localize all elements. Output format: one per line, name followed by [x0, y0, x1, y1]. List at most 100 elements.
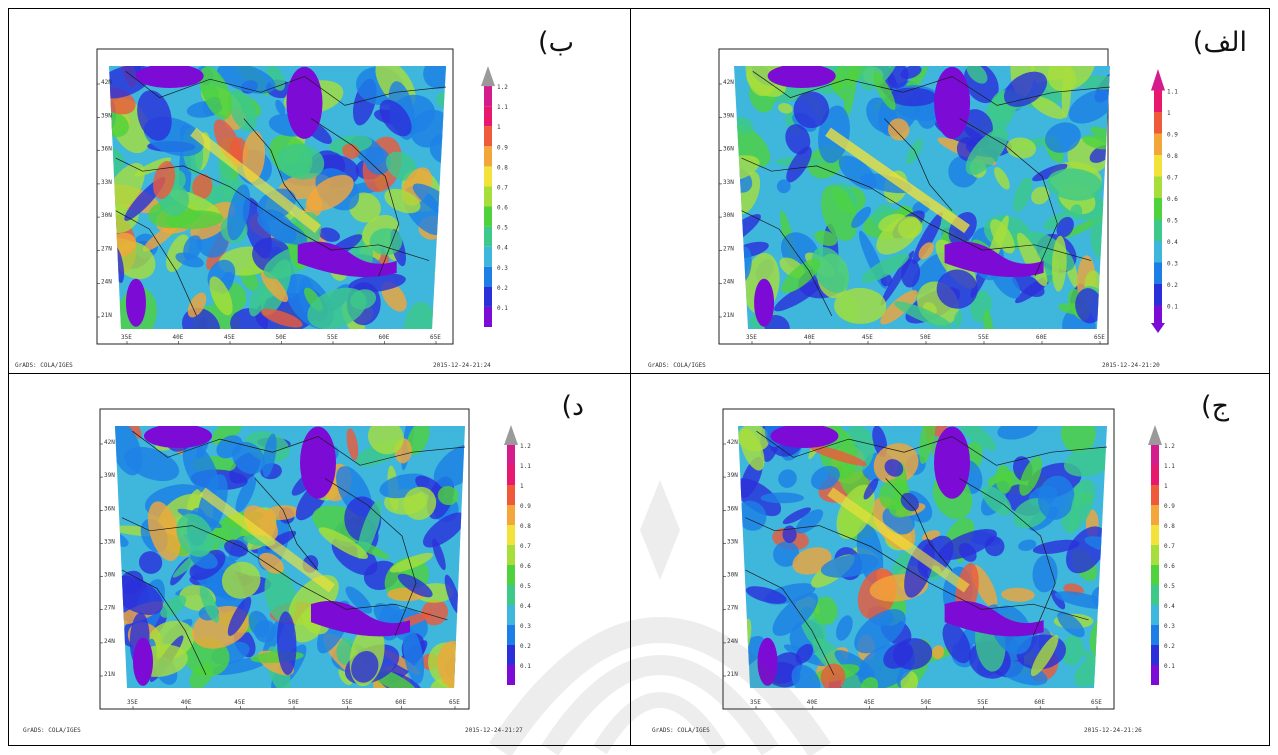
lat-tick-label: 24N — [723, 279, 734, 286]
field-patch — [931, 645, 945, 660]
field-patch — [906, 138, 923, 165]
field-patch — [860, 66, 900, 91]
field-patch — [1051, 590, 1066, 610]
field-patch — [1054, 591, 1107, 610]
lon-tick-label: 65E — [430, 334, 441, 341]
gulf-field — [311, 600, 410, 637]
timestamp-jim: 2015-12-24-21:26 — [1084, 727, 1142, 734]
colorbar-swatch — [1154, 133, 1162, 155]
border-line — [752, 71, 1111, 106]
colorbar-top-arrow — [1148, 425, 1162, 445]
border-line — [121, 569, 207, 676]
field-patch — [1060, 426, 1096, 453]
zagros-band — [199, 487, 335, 593]
lon-tick-label: 65E — [1091, 699, 1102, 706]
border-line — [745, 517, 1089, 621]
caspian-field — [934, 426, 971, 499]
border-line — [884, 118, 953, 211]
colorbar-bottom-arrow — [1151, 323, 1165, 333]
field-patch — [262, 433, 277, 478]
lon-tick-label: 55E — [978, 334, 989, 341]
lat-tick-label: 21N — [101, 312, 112, 319]
field-patch — [437, 486, 459, 506]
colorbar-swatch — [507, 645, 515, 665]
field-patch — [918, 242, 934, 260]
field-patch — [213, 119, 242, 163]
border-line — [756, 430, 1108, 466]
field-patch — [873, 72, 896, 110]
field-layer — [109, 66, 446, 329]
lon-tick-label: 65E — [1094, 334, 1105, 341]
colorbar-swatch — [1151, 445, 1159, 465]
border-line — [125, 71, 447, 106]
colorbar-label: 0.1 — [1164, 663, 1175, 670]
colorbar-swatch — [507, 505, 515, 525]
field-patch — [227, 184, 251, 241]
colorbar-top-arrow — [481, 66, 495, 87]
colorbar-label: 0.3 — [1164, 623, 1175, 630]
field-patch — [1075, 288, 1103, 324]
lon-tick-label: 40E — [807, 699, 818, 706]
colorbar-swatch — [484, 286, 492, 307]
grid-border-bottom — [8, 745, 1270, 746]
colorbar-label: 0.5 — [1167, 218, 1178, 225]
black-sea-field — [767, 66, 836, 88]
lon-tick-label: 35E — [127, 699, 138, 706]
field-patch — [1064, 446, 1107, 477]
field-patch — [235, 475, 257, 513]
colorbar-swatch — [1154, 90, 1162, 112]
colorbar-swatch — [484, 186, 492, 207]
panel-label-jim: ج) — [1201, 391, 1229, 422]
lon-tick-label: 50E — [920, 334, 931, 341]
map-panel-dal: 42N 39N 36N 33N 30N 27N 24N 21N 35E 40E 45E 50E 55E 6… — [9, 375, 636, 741]
field-patch — [738, 426, 770, 452]
field-patch — [734, 116, 753, 134]
colorbar-label: 0.3 — [1167, 261, 1178, 268]
field-patch — [403, 627, 425, 684]
field-patch — [118, 570, 144, 595]
lon-tick-label: 45E — [864, 699, 875, 706]
colorbar-label: 0.1 — [520, 663, 531, 670]
lat-tick-label: 24N — [104, 638, 115, 645]
field-patch — [166, 210, 224, 230]
black-sea-field — [770, 426, 839, 448]
timestamp-b: 2015-12-24-21:24 — [433, 362, 491, 369]
field-patch — [211, 426, 243, 445]
field-patch — [444, 574, 461, 614]
zagros-band — [190, 127, 322, 234]
colorbar-label: 0.5 — [1164, 583, 1175, 590]
lat-tick-label: 42N — [104, 439, 115, 446]
field-patch — [364, 146, 391, 175]
field-patch — [192, 173, 213, 200]
colorbar-swatch — [1154, 241, 1162, 263]
field-patch — [1082, 135, 1110, 150]
field-patch — [738, 500, 767, 531]
field-patch — [1057, 611, 1085, 638]
field-patch — [782, 525, 797, 544]
field-patch — [275, 99, 286, 116]
field-patch — [257, 213, 308, 246]
lat-tick-label: 24N — [727, 638, 738, 645]
field-patch — [1073, 75, 1110, 90]
field-patch — [227, 596, 252, 636]
lat-tick-label: 36N — [723, 146, 734, 153]
colorbar-label: 0.4 — [1167, 239, 1178, 246]
field-patch — [160, 595, 187, 618]
field-patch — [379, 99, 412, 137]
field-patch — [415, 475, 445, 498]
colorbar-swatch — [484, 246, 492, 267]
map-b-canvas: 42N 39N 36N 33N 30N 27N 24N 21N 35E 40E 45E 50E 55E 6… — [96, 48, 508, 345]
lon-tick-label: 55E — [327, 334, 338, 341]
border-line — [324, 478, 417, 636]
field-patch — [199, 585, 220, 623]
colorbar-label: 0.8 — [1167, 153, 1178, 160]
map-panel-b: 42N 39N 36N 33N 30N 27N 24N 21N 35E 40E 45E 50E 55E 6… — [9, 9, 636, 375]
field-patch — [918, 426, 936, 465]
field-patch — [228, 88, 257, 132]
lat-tick-label: 33N — [104, 538, 115, 545]
field-patch — [1032, 555, 1058, 593]
field-patch — [900, 492, 919, 512]
field-patch — [830, 66, 874, 90]
colorbar-swatch — [1154, 155, 1162, 177]
colorbar-label: 0.9 — [497, 144, 508, 151]
